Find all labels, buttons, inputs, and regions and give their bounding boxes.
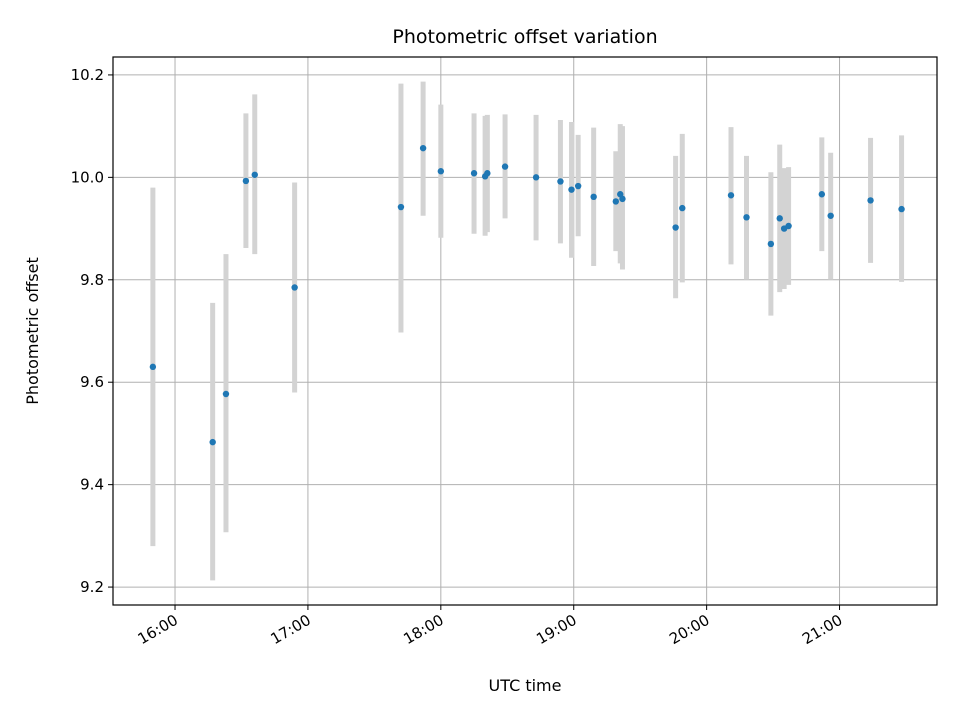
y-tick-label: 10.2 xyxy=(71,66,104,84)
chart-title: Photometric offset variation xyxy=(392,26,657,48)
data-point xyxy=(149,363,157,371)
data-point xyxy=(251,171,258,178)
data-point xyxy=(501,163,509,170)
data-point xyxy=(532,174,540,181)
data-point xyxy=(767,240,775,248)
y-tick-label: 9.4 xyxy=(80,476,104,494)
data-point xyxy=(590,193,597,201)
y-axis-label: Photometric offset xyxy=(23,257,42,405)
data-points xyxy=(149,144,905,446)
data-point xyxy=(727,192,735,199)
data-point xyxy=(898,205,905,213)
y-tick-label: 9.8 xyxy=(80,271,104,289)
data-point xyxy=(574,182,582,190)
data-point xyxy=(437,168,445,175)
y-tick-label: 9.2 xyxy=(80,578,104,596)
data-point xyxy=(557,178,564,185)
data-point xyxy=(827,212,834,219)
data-point xyxy=(222,390,230,398)
data-point xyxy=(242,177,250,185)
data-point xyxy=(470,170,478,177)
data-point xyxy=(672,224,679,231)
data-point xyxy=(568,186,575,193)
data-point xyxy=(397,203,405,211)
data-point xyxy=(679,204,686,212)
data-point xyxy=(484,170,491,177)
y-tick-label: 10.0 xyxy=(71,168,104,186)
data-point xyxy=(291,284,298,291)
data-point xyxy=(785,222,792,230)
x-axis-label: UTC time xyxy=(489,676,562,695)
y-tick-label: 9.6 xyxy=(80,373,104,391)
plot-area-frame xyxy=(112,56,938,606)
data-point xyxy=(612,198,620,205)
data-point xyxy=(776,215,783,222)
data-point xyxy=(867,197,874,204)
data-point xyxy=(209,438,216,446)
data-point xyxy=(818,191,826,198)
data-point xyxy=(419,144,427,152)
data-point xyxy=(743,214,750,221)
data-point xyxy=(619,195,626,203)
